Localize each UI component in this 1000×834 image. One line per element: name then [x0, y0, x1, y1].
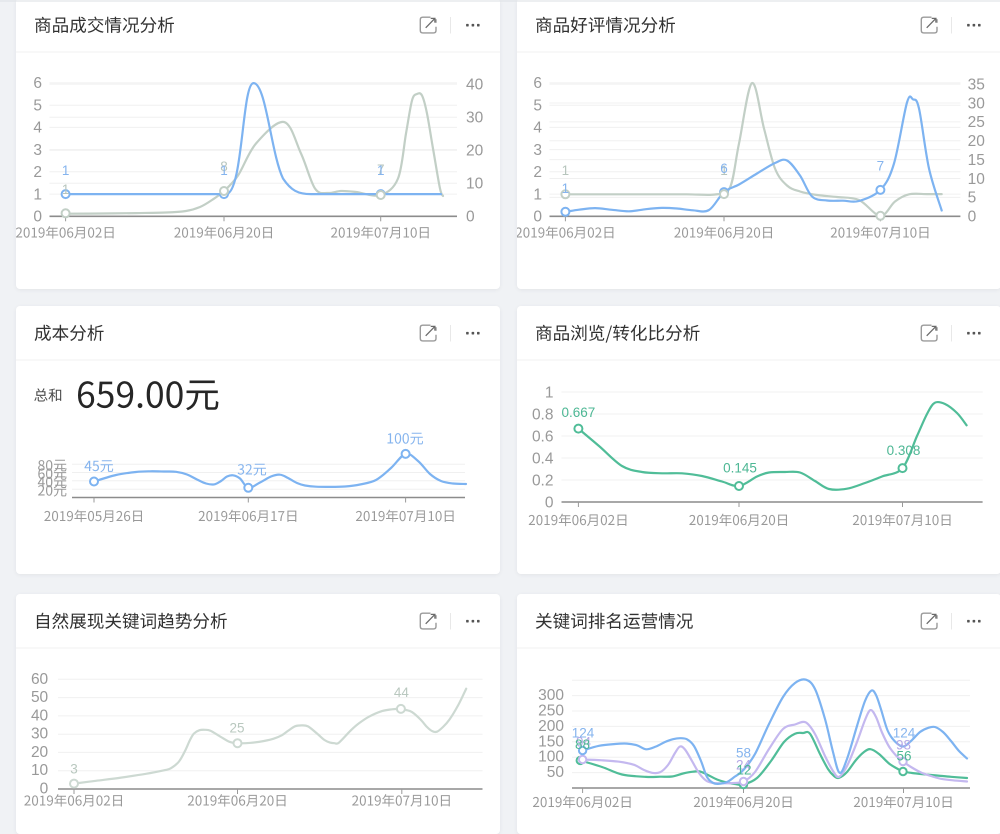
- svg-text:0.145: 0.145: [723, 461, 757, 476]
- svg-text:12: 12: [736, 762, 751, 777]
- svg-text:1: 1: [220, 163, 228, 178]
- svg-text:1: 1: [562, 180, 570, 195]
- svg-text:1: 1: [33, 186, 42, 203]
- svg-text:20: 20: [31, 743, 49, 760]
- svg-text:300: 300: [538, 687, 564, 704]
- svg-text:58: 58: [736, 745, 751, 760]
- svg-text:124: 124: [572, 725, 595, 740]
- svg-text:1: 1: [62, 163, 70, 178]
- svg-text:10: 10: [466, 175, 484, 192]
- svg-text:2: 2: [533, 164, 542, 181]
- svg-text:20: 20: [968, 133, 986, 150]
- svg-text:15: 15: [968, 151, 985, 168]
- svg-text:250: 250: [538, 702, 564, 719]
- svg-text:24: 24: [736, 757, 752, 772]
- svg-text:44: 44: [394, 685, 410, 700]
- svg-text:94: 94: [576, 734, 592, 749]
- svg-text:1: 1: [720, 163, 728, 178]
- svg-text:10: 10: [31, 762, 49, 779]
- svg-text:5: 5: [33, 97, 42, 114]
- svg-text:60: 60: [31, 670, 49, 687]
- svg-text:0.8: 0.8: [532, 406, 554, 423]
- svg-text:6: 6: [533, 75, 542, 92]
- svg-text:6: 6: [33, 75, 42, 92]
- svg-text:98: 98: [896, 737, 911, 752]
- svg-text:124: 124: [893, 725, 916, 740]
- svg-text:1: 1: [377, 163, 385, 178]
- svg-text:0: 0: [466, 208, 475, 225]
- svg-text:40: 40: [31, 707, 49, 724]
- svg-text:88: 88: [575, 737, 590, 752]
- svg-text:5: 5: [968, 189, 977, 206]
- svg-text:8: 8: [220, 158, 228, 173]
- svg-text:0.667: 0.667: [562, 405, 596, 420]
- svg-text:10: 10: [968, 170, 986, 187]
- svg-text:20: 20: [466, 142, 484, 159]
- svg-text:7: 7: [877, 158, 885, 173]
- svg-text:1: 1: [533, 186, 542, 203]
- svg-text:3: 3: [33, 141, 42, 158]
- svg-text:1: 1: [562, 162, 570, 177]
- svg-text:4: 4: [533, 119, 542, 136]
- svg-text:50: 50: [31, 689, 49, 706]
- svg-text:2: 2: [33, 164, 42, 181]
- svg-text:35: 35: [968, 76, 985, 93]
- svg-text:30: 30: [466, 109, 484, 126]
- svg-text:25: 25: [229, 720, 244, 735]
- svg-text:30: 30: [31, 725, 49, 742]
- svg-text:0.2: 0.2: [532, 472, 554, 489]
- svg-text:0.6: 0.6: [532, 428, 554, 445]
- svg-text:0: 0: [33, 208, 42, 225]
- svg-text:0: 0: [40, 780, 49, 797]
- svg-text:0.308: 0.308: [887, 443, 921, 458]
- svg-text:56: 56: [896, 748, 911, 763]
- svg-text:7: 7: [377, 162, 385, 177]
- svg-text:50: 50: [547, 764, 565, 781]
- svg-text:0: 0: [533, 208, 542, 225]
- svg-text:3: 3: [70, 761, 78, 776]
- svg-text:150: 150: [538, 733, 564, 750]
- svg-text:0: 0: [545, 494, 554, 511]
- svg-text:3: 3: [533, 141, 542, 158]
- svg-text:0.4: 0.4: [532, 450, 554, 467]
- svg-text:0: 0: [968, 208, 977, 225]
- svg-text:100: 100: [538, 748, 564, 765]
- svg-text:30: 30: [968, 95, 986, 112]
- svg-text:5: 5: [533, 97, 542, 114]
- svg-text:25: 25: [968, 114, 985, 131]
- svg-text:200: 200: [538, 717, 564, 734]
- svg-text:6: 6: [720, 161, 728, 176]
- svg-text:1: 1: [62, 182, 70, 197]
- svg-text:40: 40: [466, 76, 484, 93]
- svg-text:1: 1: [545, 384, 554, 401]
- svg-text:4: 4: [33, 119, 42, 136]
